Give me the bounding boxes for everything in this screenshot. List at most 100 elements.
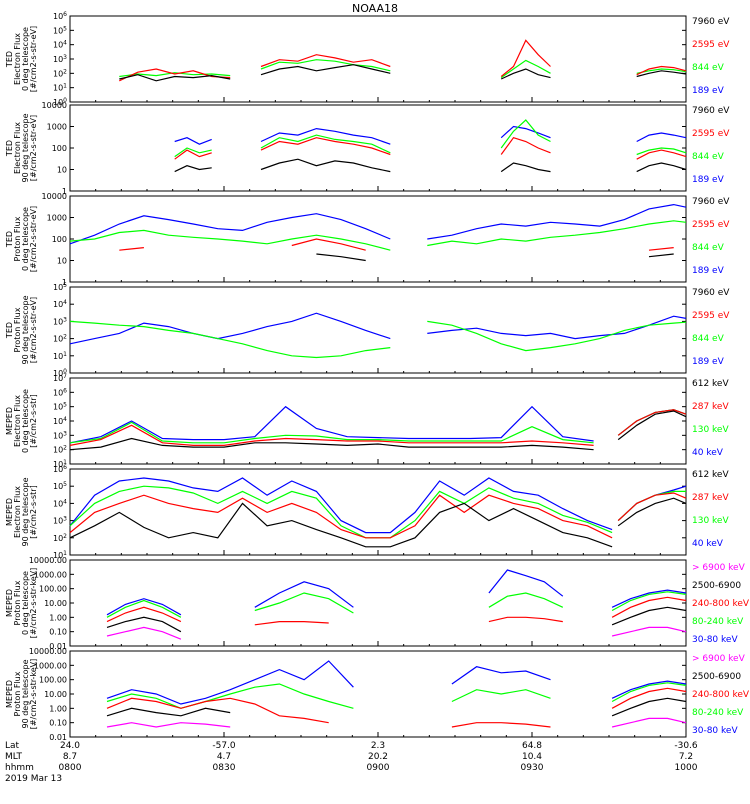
panel-2-frame — [69, 104, 687, 192]
panel-5-series-green-seg-1 — [69, 421, 594, 444]
panel-1-series-green-seg-2 — [260, 59, 391, 72]
panel-8-legend-black: 2500-6900 — [692, 672, 741, 682]
panel-8-series-green-seg-2 — [451, 689, 551, 703]
xaxis-hhmm-label: 1000 — [675, 763, 698, 773]
panel-4-legend-green: 844 eV — [692, 334, 725, 344]
panel-2-series-black-seg-4 — [636, 162, 687, 173]
panel-8-legend-red: 240-800 keV — [692, 690, 750, 700]
panel-5-series-red-seg-1 — [69, 424, 594, 446]
panel-4-ytick-label: 104 — [53, 299, 67, 309]
panel-5-ylabel-line: Electron Flux — [13, 395, 22, 447]
panel-4-ytick-label: 100 — [53, 368, 67, 378]
panel-1-series-black-seg-4 — [636, 70, 687, 78]
panel-4-ylabel-line: Proton Flux — [13, 307, 22, 352]
panel-4-ytick-label: 102 — [53, 334, 67, 344]
panel-3-series-green-seg-1 — [69, 229, 391, 251]
panel-1-ytick-label: 100 — [53, 97, 67, 107]
panel-3-ytick-label: 100 — [52, 235, 67, 244]
panel-7-ytick-label: 100.00 — [39, 585, 67, 594]
panel-7-ytick-label: 10000.00 — [29, 556, 67, 565]
panel-5-ytick-label: 104 — [53, 416, 67, 426]
panel-7-series-red-seg-1 — [106, 606, 182, 623]
xaxis-mlt-label: 4.7 — [217, 752, 231, 762]
panel-6-legend-blue: 40 keV — [692, 539, 724, 549]
panel-4-series-green-seg-2 — [427, 320, 687, 352]
panel-7-ylabel-line: [#/cm2-s-str-keV] — [29, 568, 38, 639]
panel-2-legend-black: 7960 eV — [692, 106, 730, 116]
panel-4-ytick-label: 103 — [53, 316, 67, 326]
panel-6-series-green-seg-1 — [69, 485, 613, 539]
panel-3-legend-blue: 189 eV — [692, 266, 725, 276]
panel-3-ytick-label: 10 — [57, 257, 67, 266]
panel-6-series-black-seg-2 — [617, 497, 687, 527]
panel-3-legend-red: 2595 eV — [692, 220, 730, 230]
panel-2-series-black-seg-2 — [260, 158, 391, 173]
panel-6-ytick-label: 102 — [53, 533, 67, 543]
panel-5-series-blue-seg-1 — [69, 405, 594, 444]
panel-3-series-red-seg-1 — [119, 238, 366, 251]
panel-1-series-black-seg-2 — [260, 64, 391, 76]
panel-7-series-green-seg-3 — [488, 592, 564, 608]
panel-1-legend-red: 2595 eV — [692, 40, 730, 50]
panel-5-ytick-label: 102 — [53, 445, 67, 455]
xaxis-lat-label: 64.8 — [522, 741, 542, 751]
chart-title: NOAA18 — [352, 2, 398, 15]
panel-1-ylabel-line: [#/cm2-s-str-eV] — [29, 26, 38, 92]
panel-2-series-black-seg-3 — [500, 162, 551, 173]
panel-4-ytick-label: 105 — [53, 282, 67, 292]
panel-7-legend-red: 240-800 keV — [692, 599, 750, 609]
panel-7-series-red-seg-3 — [488, 616, 563, 623]
panel-4-legend-black: 7960 eV — [692, 288, 730, 298]
panel-2-ytick-label: 10000 — [42, 101, 67, 110]
panel-7-series-blue-seg-4 — [611, 589, 687, 608]
panel-2-ytick-label: 1 — [62, 187, 67, 196]
xaxis-row-label: MLT — [5, 752, 23, 762]
panel-7-series-green-seg-2 — [254, 592, 354, 614]
panel-3-ytick-label: 1000 — [47, 214, 67, 223]
panel-1-ylabel-line: 0 deg telescope — [21, 27, 30, 91]
panel-7-ytick-label: 1.00 — [49, 613, 67, 622]
panel-7-series-black-seg-1 — [106, 616, 182, 633]
panel-7-series-blue-seg-2 — [254, 581, 354, 608]
panel-7-series-green-seg-1 — [106, 599, 182, 618]
panel-8-legend-green: 80-240 keV — [692, 708, 744, 718]
panel-8-ytick-label: 0.10 — [49, 719, 67, 728]
panel-2-series-red-seg-4 — [636, 149, 687, 160]
panel-3-series-green-seg-2 — [427, 220, 687, 247]
xaxis-row-label: Lat — [5, 741, 20, 751]
panel-1-ytick-label: 105 — [53, 25, 67, 35]
panel-6-legend-green: 130 keV — [692, 516, 729, 526]
panel-7-legend-blue: 30-80 keV — [692, 635, 738, 645]
panel-8-ylabel-line: [#/cm2-s-str-keV] — [29, 659, 38, 730]
panel-6-ylabel-line: Electron Flux — [13, 486, 22, 538]
panel-8-series-red-seg-1 — [106, 697, 329, 724]
panel-4-series-blue-seg-1 — [69, 312, 391, 345]
panel-8-ylabel-line: Proton Flux — [13, 671, 22, 716]
panel-2-ytick-label: 10 — [57, 166, 67, 175]
panel-1-series-red-seg-3 — [500, 39, 551, 77]
panel-3-legend-green: 844 eV — [692, 243, 725, 253]
xaxis-mlt-label: 20.2 — [368, 752, 388, 762]
panel-2-ytick-label: 100 — [52, 144, 67, 153]
panel-1-series-green-seg-1 — [119, 72, 231, 78]
xaxis-lat-label: -57.0 — [212, 741, 236, 751]
panel-5-ytick-label: 106 — [53, 387, 67, 397]
panel-3-legend-black: 7960 eV — [692, 197, 730, 207]
panel-8-series-blue-seg-2 — [451, 666, 551, 685]
panel-8-ylabel-line: 90 deg telescope — [21, 659, 30, 728]
panel-7-ylabel-line: 0 deg telescope — [21, 571, 30, 635]
panel-2-series-black-seg-1 — [174, 165, 212, 173]
panel-7-series-magenta-seg-1 — [106, 626, 182, 640]
panel-5-legend-blue: 40 keV — [692, 448, 724, 458]
panel-2-ylabel-line: TED — [5, 140, 14, 157]
panel-1-legend-green: 844 eV — [692, 63, 725, 73]
panel-5-series-black-seg-1 — [69, 437, 594, 451]
panel-6-ytick-label: 103 — [53, 516, 67, 526]
panel-6-legend-red: 287 keV — [692, 493, 729, 503]
panel-4-series-blue-seg-2 — [427, 315, 687, 340]
panel-3-ylabel-line: TED — [5, 231, 14, 248]
panel-5-ytick-label: 103 — [53, 430, 67, 440]
panel-7-series-red-seg-4 — [611, 596, 687, 618]
panel-5-legend-green: 130 keV — [692, 425, 729, 435]
